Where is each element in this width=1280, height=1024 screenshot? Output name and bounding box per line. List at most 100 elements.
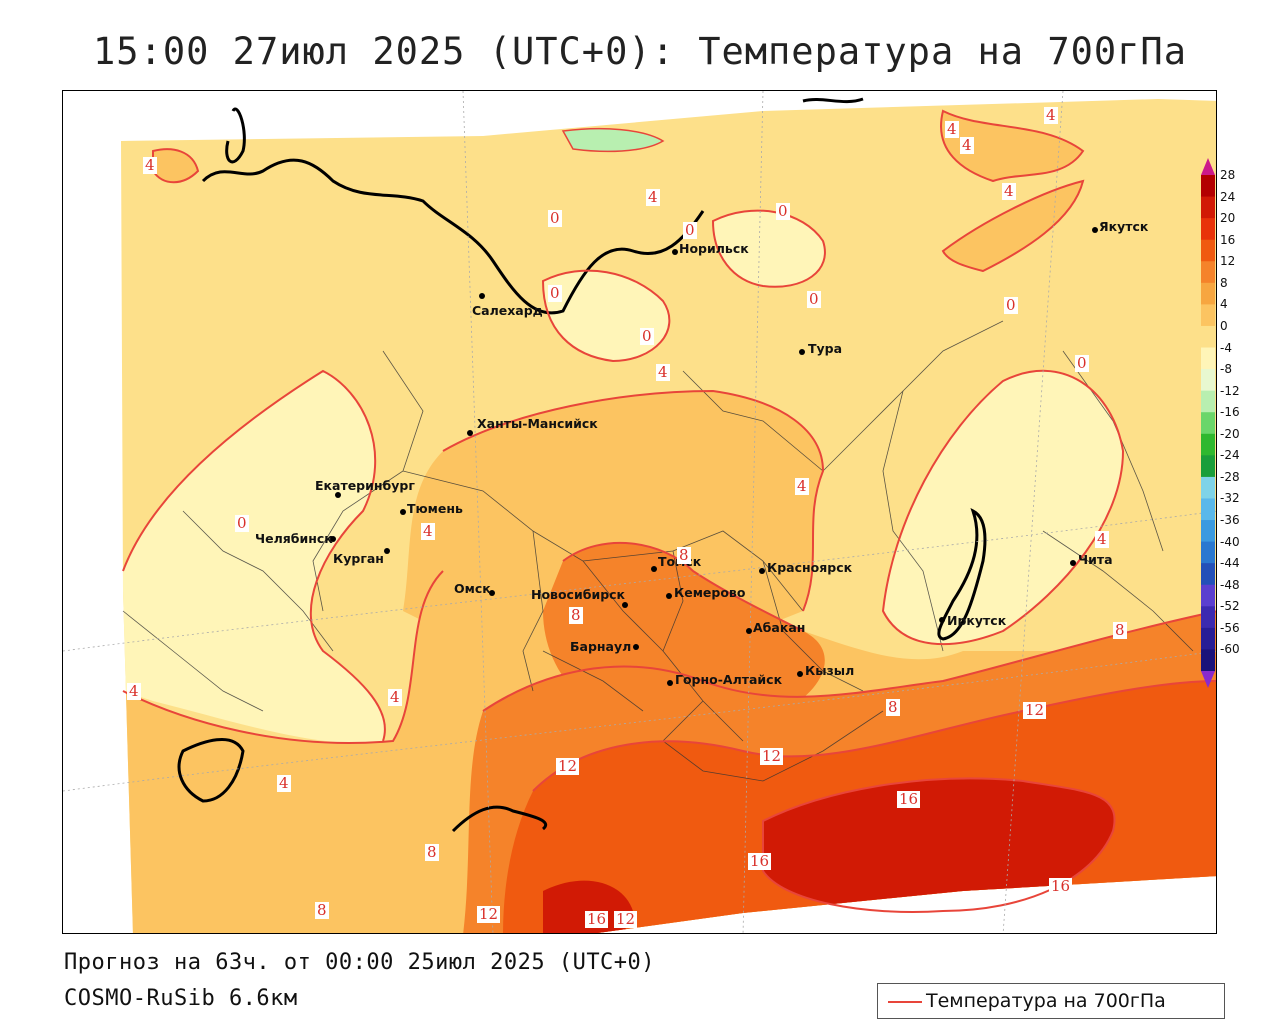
- isotherm-label: 0: [1004, 296, 1018, 314]
- legend-label: Температура на 700гПа: [926, 990, 1166, 1012]
- city-label: Челябинск: [255, 531, 333, 546]
- city-label: Омск: [454, 581, 491, 596]
- isotherm-label: 0: [548, 209, 562, 227]
- isotherm-label: 4: [277, 774, 291, 792]
- color-scale-cell: [1201, 627, 1215, 650]
- temperature-field: [63, 91, 1216, 933]
- color-scale-tick: -20: [1220, 426, 1240, 441]
- color-scale-tick: 20: [1220, 211, 1236, 226]
- isotherm-label: 0: [640, 327, 654, 345]
- isotherm-label: 16: [897, 790, 921, 808]
- color-scale-cell: [1201, 390, 1215, 413]
- color-scale-tick: -44: [1220, 556, 1240, 571]
- color-scale-tick: -40: [1220, 534, 1240, 549]
- isotherm-label: 4: [127, 682, 141, 700]
- isotherm-label: 0: [548, 284, 562, 302]
- city-label: Абакан: [753, 620, 806, 635]
- city-label: Салехард: [472, 303, 543, 318]
- forecast-info: Прогноз на 63ч. от 00:00 25июл 2025 (UTC…: [64, 950, 656, 975]
- color-scale-cell: [1201, 239, 1215, 262]
- color-scale-tick: 4: [1220, 297, 1228, 312]
- isotherm-label: 0: [776, 202, 790, 220]
- city-label: Красноярск: [767, 560, 853, 575]
- city-label: Новосибирск: [531, 587, 626, 602]
- isotherm-label: 4: [656, 363, 670, 381]
- legend: Температура на 700гПа: [877, 983, 1225, 1019]
- isotherm-label: 0: [807, 290, 821, 308]
- city-label: Курган: [333, 551, 384, 566]
- isotherm-label: 4: [795, 477, 809, 495]
- isotherm-label: 0: [1075, 354, 1089, 372]
- color-scale-cell: [1201, 369, 1215, 392]
- legend-line-swatch: [888, 1001, 922, 1003]
- color-scale-cell: [1201, 218, 1215, 241]
- color-scale-cell: [1201, 196, 1215, 219]
- city-label: Тура: [808, 341, 843, 356]
- city-label: Кызыл: [805, 663, 855, 678]
- color-scale-cell: [1201, 175, 1215, 198]
- isotherm-label: 12: [556, 757, 580, 775]
- color-scale-tick: -12: [1220, 383, 1240, 398]
- isotherm-label: 4: [1002, 182, 1016, 200]
- color-scale-tick: -48: [1220, 577, 1240, 592]
- isotherm-label: 8: [315, 901, 329, 919]
- city-label: Норильск: [679, 241, 749, 256]
- isotherm-label: 4: [960, 136, 974, 154]
- isotherm-label: 16: [585, 910, 609, 928]
- color-scale-tick: 8: [1220, 275, 1228, 290]
- isotherm-label: 4: [143, 156, 157, 174]
- color-scale-tick: -32: [1220, 491, 1240, 506]
- isotherm-label: 12: [1023, 701, 1047, 719]
- model-name: COSMO-RuSib 6.6км: [64, 986, 298, 1011]
- color-scale-tick: 0: [1220, 318, 1228, 333]
- color-scale-cell: [1201, 347, 1215, 370]
- city-label: Барнаул: [570, 639, 632, 654]
- isotherm-label: 0: [683, 221, 697, 239]
- color-scale-tick: 16: [1220, 232, 1236, 247]
- isotherm-label: 8: [425, 843, 439, 861]
- city-label: Кемерово: [674, 585, 746, 600]
- city-label: Ханты-Мансийск: [477, 416, 598, 431]
- color-scale-tick: -36: [1220, 513, 1240, 528]
- isotherm-label: 4: [646, 188, 660, 206]
- isotherm-label: 16: [748, 852, 772, 870]
- color-scale-cell: [1201, 520, 1215, 543]
- color-scale-tick: -28: [1220, 469, 1240, 484]
- color-scale-cell: [1201, 455, 1215, 478]
- color-scale-cell: [1201, 476, 1215, 499]
- color-scale-cell: [1201, 498, 1215, 521]
- color-scale-tick: -4: [1220, 340, 1232, 355]
- color-scale-tick: -16: [1220, 405, 1240, 420]
- city-label: Горно-Алтайск: [675, 672, 783, 687]
- color-scale-cell: [1201, 304, 1215, 327]
- city-label: Иркутск: [947, 613, 1007, 628]
- color-scale-cell: [1201, 649, 1215, 672]
- color-scale-tick: -56: [1220, 620, 1240, 635]
- isotherm-label: 8: [569, 606, 583, 624]
- city-label: Чита: [1078, 552, 1113, 567]
- isotherm-label: 4: [1095, 530, 1109, 548]
- color-scale: [1201, 158, 1215, 688]
- color-scale-tick: -52: [1220, 599, 1240, 614]
- map-area[interactable]: Норильск Якутск Салехард Тура Ханты-Манс…: [62, 90, 1217, 934]
- isotherm-label: 12: [760, 747, 784, 765]
- color-scale-tick: -8: [1220, 362, 1232, 377]
- isotherm-label: 8: [677, 546, 691, 564]
- color-scale-cell: [1201, 433, 1215, 456]
- color-scale-cell: [1201, 282, 1215, 305]
- color-scale-cell: [1201, 325, 1215, 349]
- city-label: Тюмень: [407, 501, 463, 516]
- city-label: Якутск: [1099, 219, 1149, 234]
- isotherm-label: 12: [477, 905, 501, 923]
- isotherm-label: 4: [388, 688, 402, 706]
- color-scale-cell: [1201, 412, 1215, 435]
- isotherm-label: 12: [614, 910, 638, 928]
- color-scale-tick: -60: [1220, 642, 1240, 657]
- city-label: Екатеринбург: [315, 478, 415, 493]
- color-scale-cell: [1201, 541, 1215, 564]
- color-scale-tick: -24: [1220, 448, 1240, 463]
- color-scale-cell: [1201, 261, 1215, 284]
- color-scale-cell: [1201, 606, 1215, 629]
- map-title: 15:00 27июл 2025 (UTC+0): Температура на…: [93, 30, 1187, 73]
- isotherm-label: 0: [235, 514, 249, 532]
